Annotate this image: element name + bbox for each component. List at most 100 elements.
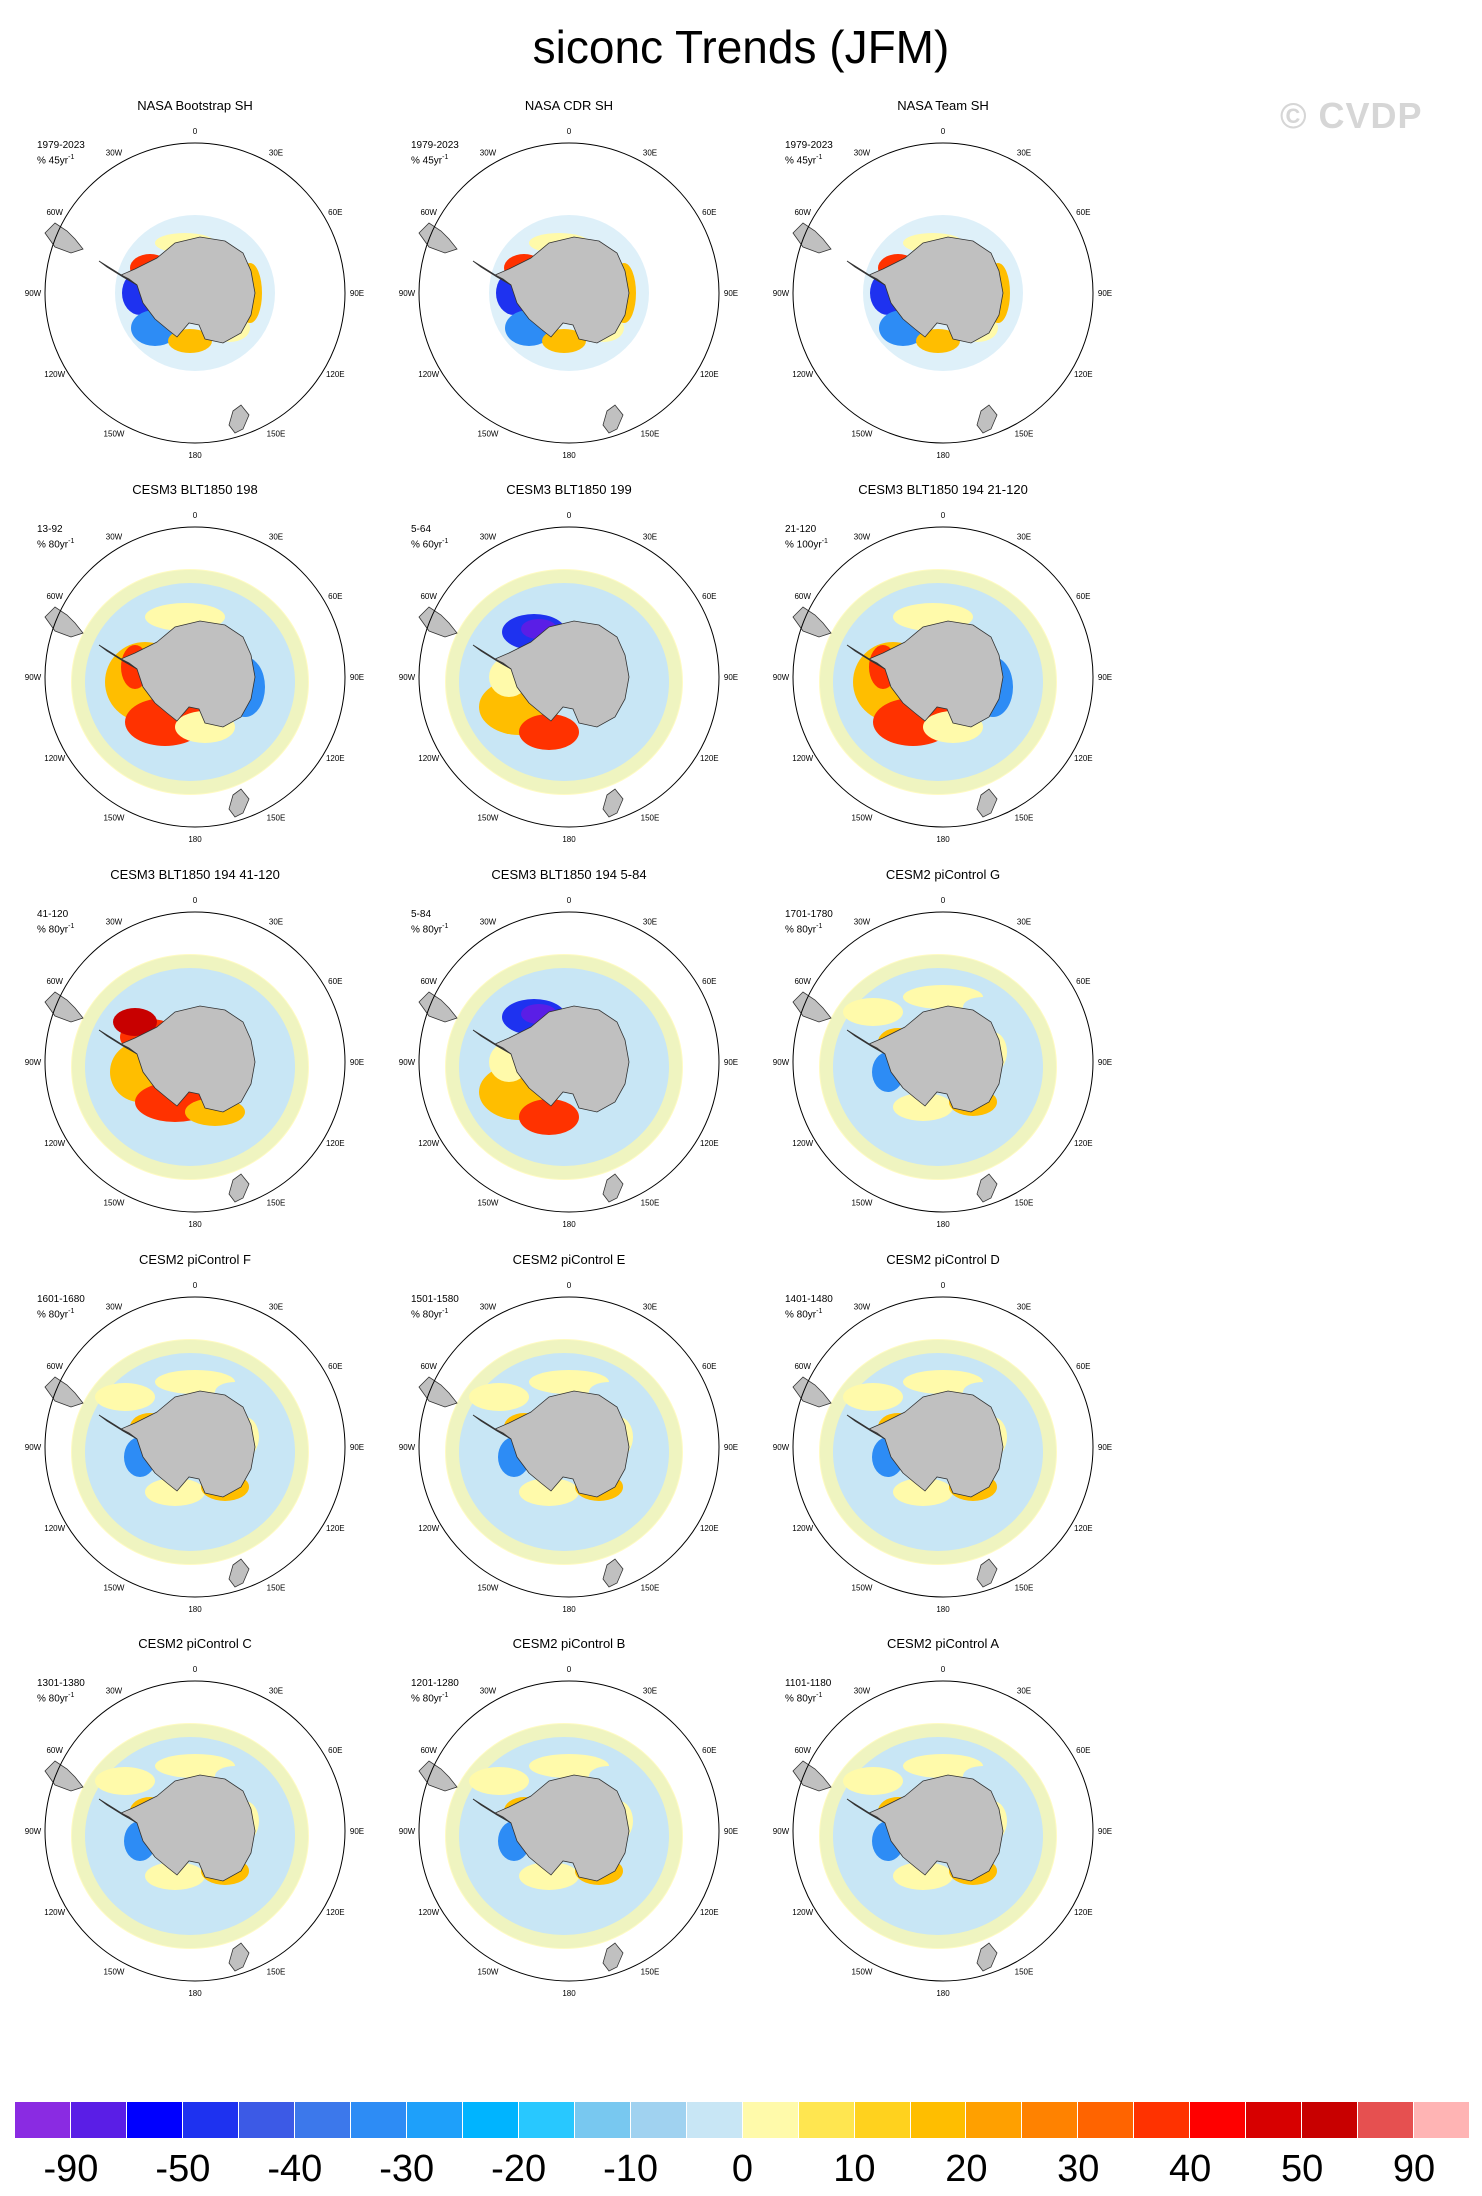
longitude-label: 90W (773, 289, 790, 298)
longitude-label: 180 (936, 1220, 950, 1229)
panel-units-text: % 45yr (785, 155, 817, 167)
map-panel: CESM3 BLT1850 194 5-84 5-84% 80yr-1 0 30E 60… (399, 867, 819, 1247)
south-america-land (44, 606, 84, 638)
longitude-label: 120E (700, 370, 719, 379)
trend-blob (843, 998, 903, 1026)
new-zealand-land (228, 788, 250, 818)
longitude-label: 90E (724, 1058, 738, 1067)
longitude-label: 60W (420, 1746, 437, 1755)
longitude-label: 90E (724, 1827, 738, 1836)
longitude-label: 60E (328, 1746, 342, 1755)
colorbar-labels: -90 -50 -40 -30 -20 -10 0 10 20 30 40 50 90 (15, 2148, 1470, 2192)
longitude-label: 120W (44, 1908, 65, 1917)
panel-title: CESM2 piControl F (139, 1252, 251, 1267)
trend-blob (893, 1478, 953, 1506)
colorbar-swatch (126, 2102, 183, 2138)
colorbar-swatch (1190, 2102, 1247, 2138)
map-boundary (418, 911, 720, 1213)
longitude-label: 60W (794, 208, 811, 217)
panel-years: 21-120 (785, 524, 817, 535)
colorbar-swatch (1134, 2102, 1191, 2138)
peninsula-land (472, 644, 512, 670)
new-zealand-land (228, 404, 250, 434)
map-boundary (44, 1296, 346, 1598)
panel-units-exponent: -1 (68, 154, 75, 161)
longitude-label: 90E (350, 289, 364, 298)
colorbar-swatch (1022, 2102, 1079, 2138)
polar-map: 0 30E 60E 90E 120E 150E 180 150W 120W 90W 60W 30W (773, 896, 1112, 1229)
longitude-label: 150E (267, 1583, 286, 1592)
colorbar-swatch (238, 2102, 295, 2138)
panel-years: 1501-1580 (411, 1294, 459, 1305)
trend-blob (519, 714, 579, 750)
colorbar-swatch (1358, 2102, 1415, 2138)
panel-units-exponent: -1 (816, 923, 823, 930)
colorbar-swatch (1078, 2102, 1135, 2138)
longitude-label: 90E (1098, 1827, 1112, 1836)
polar-map: 0 30E 60E 90E 120E 150E 180 150W 120W 90W 60W 30W (399, 511, 738, 844)
colorbar-label: 90 (1392, 2148, 1436, 2190)
map-boundary (418, 142, 720, 444)
longitude-label: 90W (399, 289, 416, 298)
panel-units: % 80yr-1 (785, 921, 822, 936)
longitude-label: 120E (326, 1139, 345, 1148)
panel-units-text: % 100yr (785, 539, 822, 551)
colorbar-swatch (350, 2102, 407, 2138)
longitude-label: 180 (188, 1989, 202, 1998)
longitude-label: 150E (641, 1967, 660, 1976)
peninsula-land (846, 1414, 886, 1440)
panel-title: CESM2 piControl C (138, 1636, 252, 1651)
panel-title: CESM2 piControl E (512, 1252, 626, 1267)
longitude-label: 120W (418, 1139, 439, 1148)
longitude-label: 150W (104, 1198, 125, 1207)
longitude-label: 180 (936, 835, 950, 844)
longitude-label: 150E (1015, 1583, 1034, 1592)
trend-blob (903, 1370, 983, 1394)
longitude-label: 90E (1098, 1443, 1112, 1452)
panel-units-text: % 80yr (785, 1309, 817, 1321)
longitude-label: 0 (941, 127, 946, 136)
longitude-label: 0 (193, 896, 198, 905)
longitude-label: 120W (792, 1139, 813, 1148)
colorbar-swatch (798, 2102, 855, 2138)
longitude-label: 150W (852, 813, 873, 822)
longitude-label: 30E (643, 533, 657, 542)
longitude-label: 30W (106, 1687, 123, 1696)
longitude-label: 30W (854, 149, 871, 158)
longitude-label: 150W (478, 813, 499, 822)
longitude-label: 30W (106, 918, 123, 927)
panel-title: CESM2 piControl B (512, 1636, 626, 1651)
panel-years: 1101-1180 (785, 1678, 832, 1689)
longitude-label: 30E (269, 533, 283, 542)
longitude-label: 60E (702, 208, 716, 217)
longitude-label: 150W (104, 813, 125, 822)
longitude-label: 120E (1074, 1139, 1093, 1148)
south-america-land (792, 606, 832, 638)
panel-units-text: % 80yr (37, 1309, 69, 1321)
panel-units: % 80yr-1 (785, 1306, 822, 1321)
panel-years: 1701-1780 (785, 909, 833, 920)
panel-units-exponent: -1 (816, 1308, 823, 1315)
longitude-label: 120W (418, 1524, 439, 1533)
longitude-label: 180 (936, 1605, 950, 1614)
trend-blob (145, 1862, 205, 1890)
south-america-land (792, 1760, 832, 1792)
panel-units-exponent: -1 (816, 1692, 823, 1699)
longitude-label: 90W (399, 1058, 416, 1067)
trend-blob (529, 1754, 609, 1778)
colorbar-label: -20 (491, 2148, 547, 2190)
longitude-label: 150W (478, 1967, 499, 1976)
trend-blob (145, 1478, 205, 1506)
polar-map: 0 30E 60E 90E 120E 150E 180 150W 120W 90W 60W 30W (399, 1665, 738, 1998)
panel-units: % 80yr-1 (785, 1690, 822, 1705)
longitude-label: 180 (188, 1220, 202, 1229)
polar-map: 0 30E 60E 90E 120E 150E 180 150W 120W 90W 60W 30W (399, 1281, 738, 1614)
longitude-label: 90W (25, 1443, 42, 1452)
longitude-label: 90E (1098, 673, 1112, 682)
longitude-label: 90W (399, 1443, 416, 1452)
panel-units-text: % 80yr (411, 924, 443, 936)
longitude-label: 0 (567, 127, 572, 136)
longitude-label: 90E (350, 1827, 364, 1836)
polar-map: 0 30E 60E 90E 120E 150E 180 150W 120W 90W 60W 30W (399, 896, 738, 1229)
longitude-label: 150E (641, 1198, 660, 1207)
